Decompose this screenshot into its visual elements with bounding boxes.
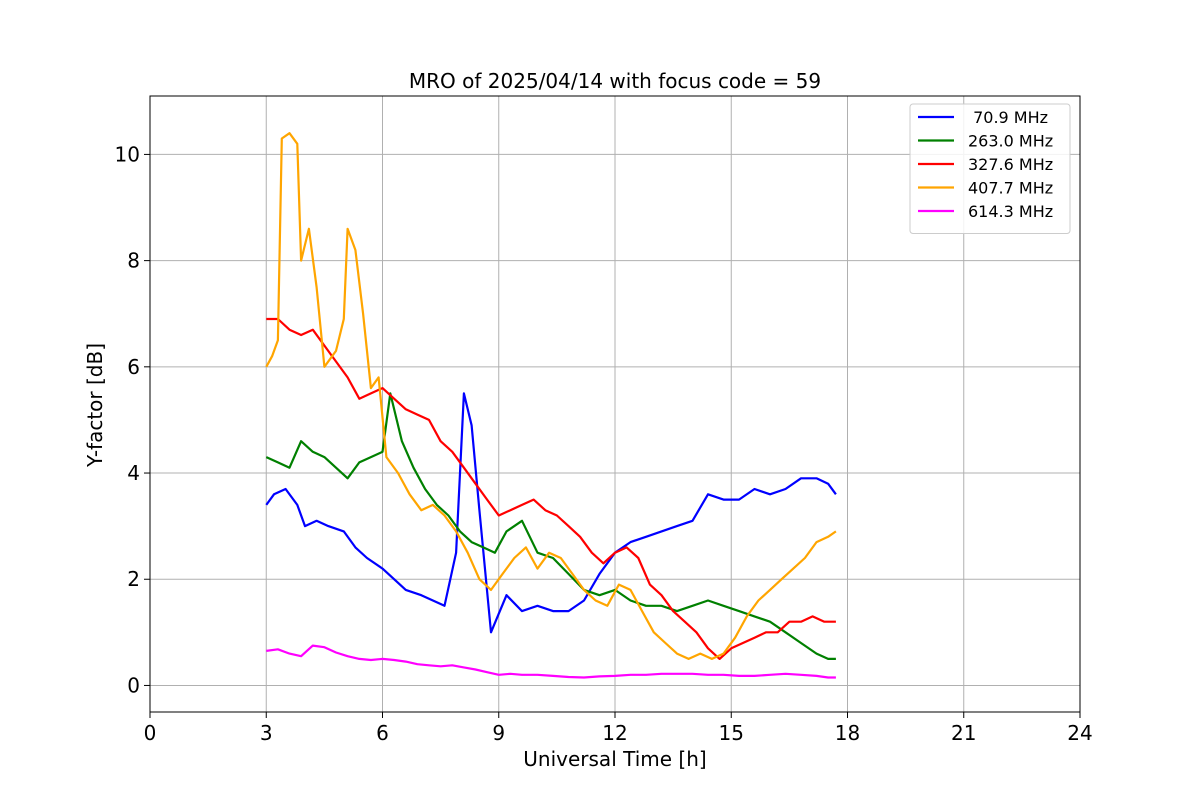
legend-label: 614.3 MHz xyxy=(968,202,1053,221)
y-tick-label: 6 xyxy=(127,355,140,379)
y-axis: 0 2 4 6 8 10 xyxy=(115,142,150,697)
x-tick-label: 18 xyxy=(835,721,860,745)
series-line-2 xyxy=(266,317,836,661)
series-line-1 xyxy=(265,392,836,661)
y-tick-label: 0 xyxy=(127,673,140,697)
x-tick-label: 6 xyxy=(376,721,389,745)
x-axis: 0 3 6 9 12 15 18 21 24 xyxy=(144,712,1093,745)
y-tick-label: 10 xyxy=(115,142,140,166)
legend-label: 327.6 MHz xyxy=(968,155,1053,174)
x-tick-label: 15 xyxy=(719,721,744,745)
plot-area xyxy=(265,132,837,679)
y-axis-label: Y-factor [dB] xyxy=(83,343,107,468)
legend-label: 263.0 MHz xyxy=(968,132,1053,151)
legend-box xyxy=(909,103,1071,234)
series-line-4 xyxy=(266,644,836,679)
x-tick-label: 3 xyxy=(260,721,273,745)
legend: 70.9 MHz 263.0 MHz 327.6 MHz 407.7 MHz 614.3… xyxy=(909,103,1071,234)
x-axis-label: Universal Time [h] xyxy=(523,747,706,771)
x-tick-label: 21 xyxy=(951,721,976,745)
series-line-3 xyxy=(265,132,837,661)
legend-label: 407.7 MHz xyxy=(968,179,1053,198)
x-tick-label: 12 xyxy=(602,721,627,745)
y-tick-label: 2 xyxy=(127,567,140,591)
y-tick-label: 8 xyxy=(127,249,140,273)
chart-title: MRO of 2025/04/14 with focus code = 59 xyxy=(409,69,821,93)
series-line-0 xyxy=(265,392,837,634)
x-tick-label: 0 xyxy=(144,721,157,745)
x-tick-label: 9 xyxy=(492,721,505,745)
legend-label: 70.9 MHz xyxy=(968,108,1048,127)
y-tick-label: 4 xyxy=(127,461,140,485)
x-tick-label: 24 xyxy=(1067,721,1092,745)
